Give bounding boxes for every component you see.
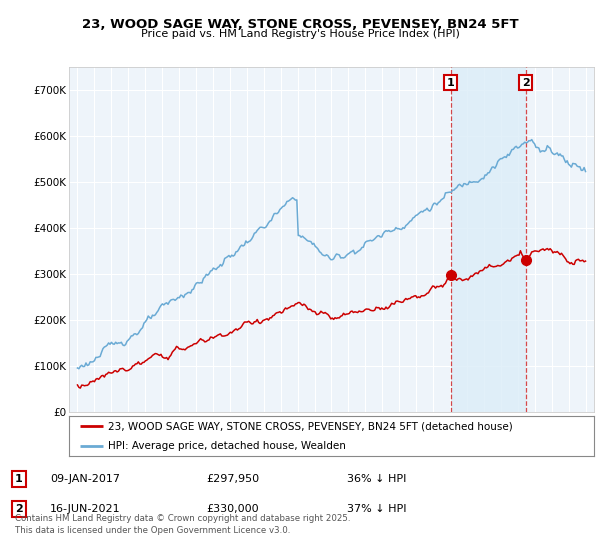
Text: Contains HM Land Registry data © Crown copyright and database right 2025.
This d: Contains HM Land Registry data © Crown c… bbox=[15, 514, 350, 535]
Text: 1: 1 bbox=[447, 77, 455, 87]
Text: 1: 1 bbox=[15, 474, 23, 484]
Text: £330,000: £330,000 bbox=[206, 504, 259, 514]
Text: 2: 2 bbox=[15, 504, 23, 514]
Text: 36% ↓ HPI: 36% ↓ HPI bbox=[347, 474, 406, 484]
Text: 09-JAN-2017: 09-JAN-2017 bbox=[50, 474, 120, 484]
Text: HPI: Average price, detached house, Wealden: HPI: Average price, detached house, Weal… bbox=[109, 441, 346, 451]
Text: 23, WOOD SAGE WAY, STONE CROSS, PEVENSEY, BN24 5FT (detached house): 23, WOOD SAGE WAY, STONE CROSS, PEVENSEY… bbox=[109, 421, 513, 431]
Text: 16-JUN-2021: 16-JUN-2021 bbox=[50, 504, 121, 514]
Text: 2: 2 bbox=[522, 77, 529, 87]
Text: 37% ↓ HPI: 37% ↓ HPI bbox=[347, 504, 407, 514]
Bar bbox=[451, 67, 526, 412]
Text: 23, WOOD SAGE WAY, STONE CROSS, PEVENSEY, BN24 5FT: 23, WOOD SAGE WAY, STONE CROSS, PEVENSEY… bbox=[82, 18, 518, 31]
Text: Price paid vs. HM Land Registry's House Price Index (HPI): Price paid vs. HM Land Registry's House … bbox=[140, 29, 460, 39]
Text: £297,950: £297,950 bbox=[206, 474, 259, 484]
